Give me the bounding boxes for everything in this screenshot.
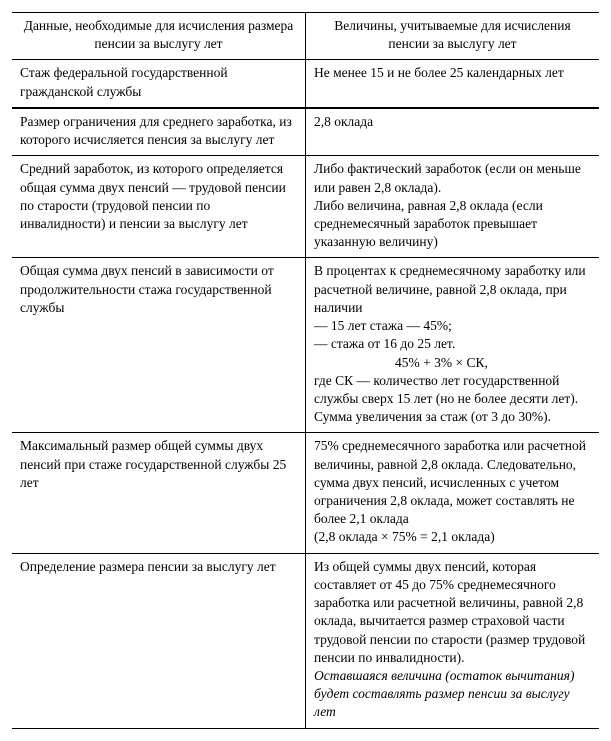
cell-text: Из общей суммы двух пенсий, которая сост…: [314, 559, 585, 665]
table-row: Максимальный размер общей суммы двух пен…: [12, 433, 599, 553]
header-left: Данные, необходимые для исчисления разме…: [12, 13, 306, 60]
cell-left: Стаж федеральной государственной граждан…: [12, 60, 306, 108]
table-row: Средний заработок, из которого определяе…: [12, 156, 599, 258]
table-row: Общая сумма двух пенсий в зависимости от…: [12, 258, 599, 433]
cell-text: 75% среднемесячного заработка или расчет…: [314, 438, 586, 526]
cell-right: Либо фактический заработок (если он мень…: [306, 156, 600, 258]
cell-text: — стажа от 16 до 25 лет.: [314, 336, 455, 351]
pension-table: Данные, необходимые для исчисления разме…: [12, 12, 599, 729]
header-row: Данные, необходимые для исчисления разме…: [12, 13, 599, 60]
cell-text: где СК — количество лет государственной …: [314, 373, 578, 406]
cell-text: Либо величина, равная 2,8 оклада (если с…: [314, 198, 543, 249]
cell-right: Из общей суммы двух пенсий, которая сост…: [306, 553, 600, 728]
table-row: Определение размера пенсии за выслугу ле…: [12, 553, 599, 728]
cell-left: Общая сумма двух пенсий в зависимости от…: [12, 258, 306, 433]
cell-text: В процентах к среднемесячному заработку …: [314, 263, 586, 314]
cell-left: Размер ограничения для среднего заработк…: [12, 108, 306, 156]
cell-left: Средний заработок, из которого определяе…: [12, 156, 306, 258]
cell-text: (2,8 оклада × 75% = 2,1 оклада): [314, 529, 495, 544]
cell-right: В процентах к среднемесячному заработку …: [306, 258, 600, 433]
header-right: Величины, учитываемые для исчисления пен…: [306, 13, 600, 60]
cell-text: Либо фактический заработок (если он мень…: [314, 161, 581, 194]
cell-right: Не менее 15 и не более 25 календарных ле…: [306, 60, 600, 108]
cell-right: 75% среднемесячного заработка или расчет…: [306, 433, 600, 553]
cell-left: Определение размера пенсии за выслугу ле…: [12, 553, 306, 728]
cell-right: 2,8 оклада: [306, 108, 600, 156]
formula: 45% + 3% × СК,: [314, 355, 488, 370]
cell-text: Сумма увеличения за стаж (от 3 до 30%).: [314, 409, 551, 424]
cell-left: Максимальный размер общей суммы двух пен…: [12, 433, 306, 553]
cell-text: — 15 лет стажа — 45%;: [314, 318, 452, 333]
table-row: Стаж федеральной государственной граждан…: [12, 60, 599, 108]
table-row: Размер ограничения для среднего заработк…: [12, 108, 599, 156]
cell-text-italic: Оставшаяся величина (остаток вычитания) …: [314, 668, 574, 719]
